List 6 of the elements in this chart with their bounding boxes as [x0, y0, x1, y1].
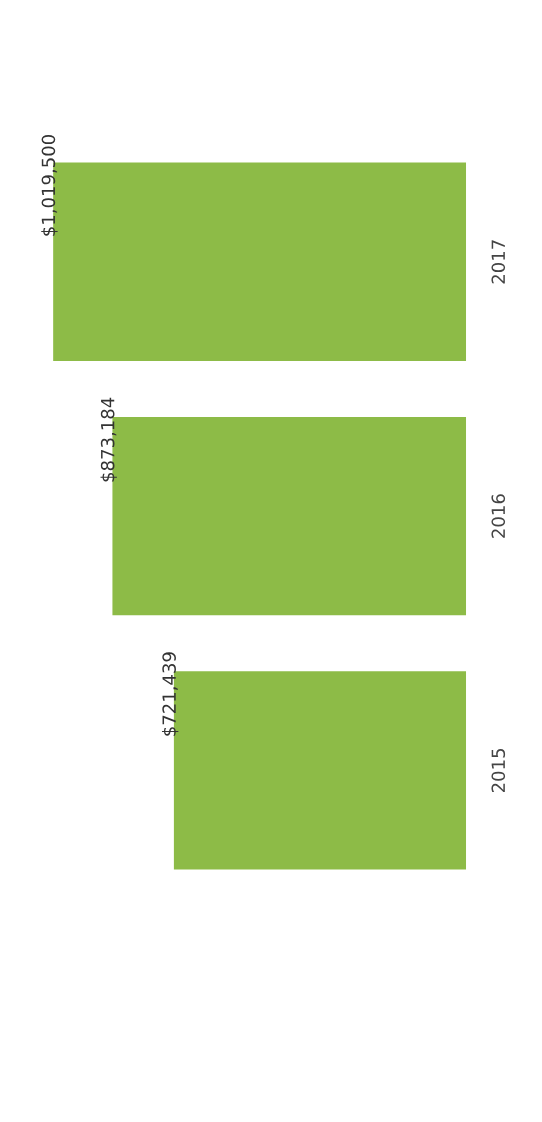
y-tick-label: 2016: [491, 494, 506, 538]
data-label: $1,019,500: [41, 135, 58, 236]
data-label: $873,184: [100, 397, 117, 482]
data-label: $721,439: [161, 652, 179, 736]
y-tick-label: 2017: [491, 240, 506, 284]
y-tick-label: 2015: [491, 749, 506, 793]
